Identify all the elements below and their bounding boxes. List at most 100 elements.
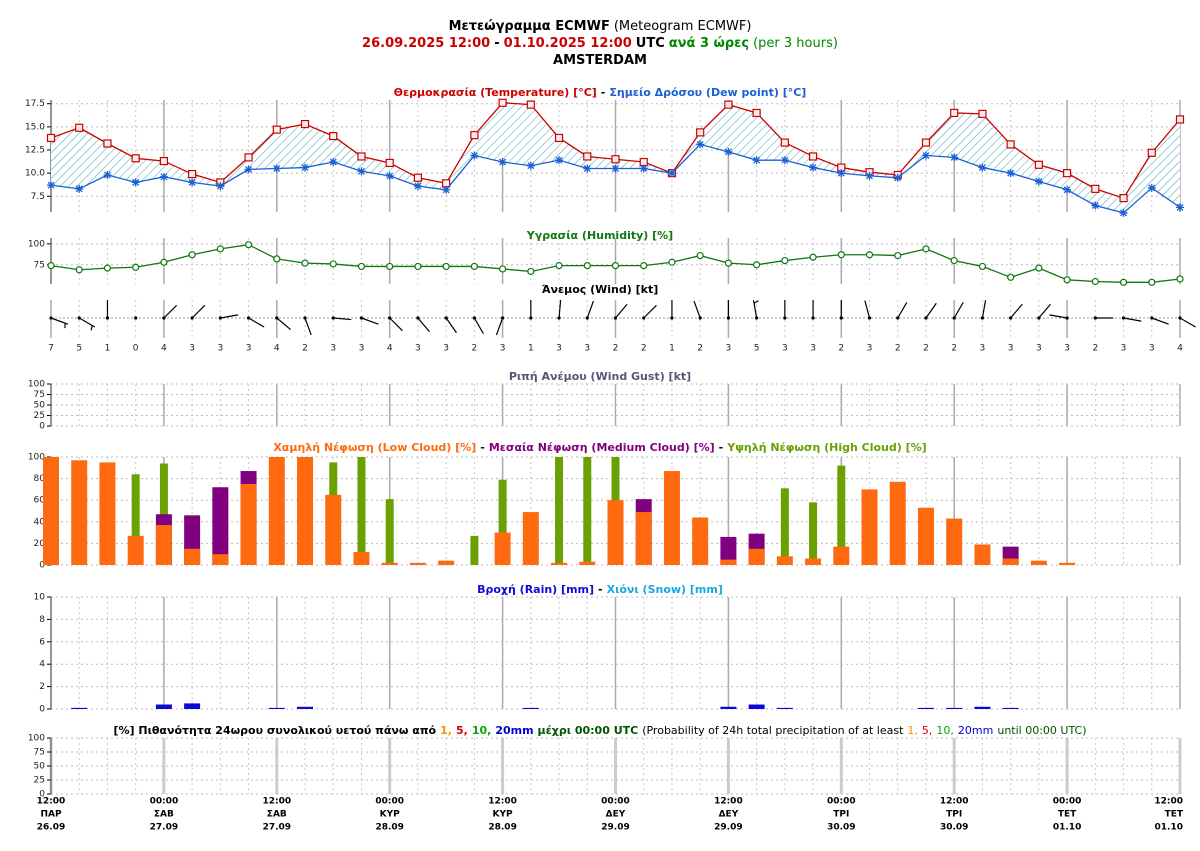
marker [103, 139, 112, 148]
wind-speed: 3 [867, 344, 873, 354]
marker [47, 262, 55, 270]
marker [273, 255, 281, 263]
shaft [693, 300, 701, 319]
x-tick-label: 12:00 [37, 797, 66, 807]
bar [43, 457, 59, 565]
wind-speed: 3 [217, 344, 223, 354]
bar [155, 525, 172, 565]
marker [357, 262, 366, 271]
x-tick-label: 27.09 [150, 823, 178, 833]
wind-speed: 1 [669, 344, 675, 354]
marker [244, 165, 253, 174]
shaft [1010, 303, 1023, 319]
marker [47, 181, 55, 190]
panel-title: Άνεμος (Wind) [kt] [542, 283, 659, 296]
wind-speed: 2 [641, 344, 647, 354]
wind-speed: 1 [105, 344, 111, 354]
wind-barb [388, 316, 403, 332]
shaft [1038, 303, 1051, 319]
y-tick-label: 100 [28, 380, 45, 390]
title-part: 10, [472, 724, 492, 737]
panel-title: 26.09.2025 12:00-01.10.2025 12:00 UTC ανά … [362, 36, 838, 51]
title-part: - [494, 36, 499, 51]
marker [103, 170, 112, 179]
y-tick-label: 75 [34, 390, 45, 400]
marker [611, 155, 620, 164]
marker [385, 171, 394, 180]
wind-barb [49, 316, 69, 329]
marker [893, 173, 902, 182]
y-tick-label: 10 [34, 593, 46, 603]
marker [1147, 148, 1156, 157]
shaft [248, 317, 265, 328]
title-part: 5, [456, 724, 468, 737]
bar [522, 512, 539, 565]
wind-speed: 1 [528, 344, 534, 354]
y-tick-label: 15.0 [25, 122, 45, 132]
marker [244, 153, 253, 162]
marker [724, 147, 733, 156]
y-tick-label: 60 [34, 496, 46, 506]
wind-barb [162, 304, 178, 320]
x-tick-label: 12:00 [262, 797, 291, 807]
bar [974, 544, 991, 565]
wind-speed: 4 [274, 344, 280, 354]
marker [413, 182, 422, 191]
title-part: Ριπή Ανέμου (Wind Gust) [kt] [509, 370, 691, 383]
fill-between [51, 102, 1180, 213]
wind-speed: 4 [387, 344, 393, 354]
bar [946, 707, 963, 709]
x-tick-label: ΔΕΥ [606, 810, 626, 820]
bar [780, 488, 789, 565]
marker [1119, 208, 1128, 217]
marker [413, 173, 423, 182]
wind-barb [359, 316, 379, 325]
panel-title: Ριπή Ανέμου (Wind Gust) [kt] [509, 370, 691, 383]
wind-speed: 3 [810, 344, 816, 354]
marker [357, 152, 366, 161]
panel-title: [%] Πιθανότητα 24ωρου συνολικού υετού πά… [113, 724, 1086, 737]
wind-barb [1178, 316, 1196, 328]
shaft [191, 304, 206, 319]
shaft [473, 317, 484, 334]
title-part: - [601, 86, 606, 99]
x-tick-label: 00:00 [150, 797, 179, 807]
marker [1176, 203, 1184, 212]
wind-barb [105, 300, 110, 320]
shaft [220, 314, 239, 319]
title-part: Θερμοκρασία (Temperature) [°C] [394, 86, 597, 99]
shaft [586, 300, 594, 319]
marker [865, 171, 874, 180]
marker [555, 156, 564, 165]
title-part: Υψηλή Νέφωση (High Cloud) [%] [726, 441, 926, 454]
marker [583, 262, 591, 270]
shaft [643, 304, 657, 319]
bar [268, 457, 285, 565]
wind-barb [529, 300, 533, 320]
bar [663, 471, 680, 565]
title-part: - [480, 441, 485, 454]
shaft [864, 300, 871, 319]
marker [132, 263, 140, 271]
bar [409, 562, 426, 565]
marker [950, 256, 958, 265]
y-tick-label: 25 [34, 411, 45, 421]
y-tick-label: 7.5 [31, 192, 45, 202]
marker [1034, 177, 1043, 186]
marker [1176, 275, 1184, 283]
wind-barb [726, 300, 731, 320]
wind-barb [585, 300, 594, 320]
y-tick-label: 0 [39, 705, 45, 715]
bar [748, 704, 765, 709]
barb [90, 325, 93, 331]
marker [1006, 140, 1015, 149]
shaft [981, 300, 987, 319]
marker [1148, 278, 1156, 286]
y-tick-label: 100 [28, 239, 45, 249]
wind-speed: 2 [951, 344, 957, 354]
x-tick-label: 00:00 [1053, 797, 1082, 807]
marker [696, 128, 705, 137]
title-part: 1, [907, 724, 918, 737]
wind-barb [693, 300, 702, 320]
